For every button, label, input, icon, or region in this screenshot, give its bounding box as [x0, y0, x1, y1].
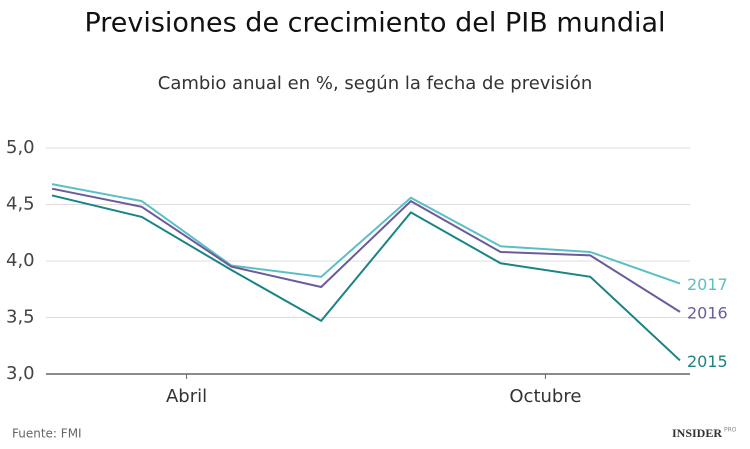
y-tick-label: 4,5: [6, 194, 35, 215]
series-label: 2016: [687, 303, 728, 322]
y-tick-label: 5,0: [6, 137, 35, 158]
y-tick-label: 3,5: [6, 307, 35, 328]
chart-title: Previsiones de crecimiento del PIB mundi…: [84, 8, 665, 39]
x-tick-label: Abril: [166, 386, 207, 407]
series-line: [51, 187, 681, 313]
series-line: [51, 183, 681, 285]
brand-tag: PRO: [724, 427, 737, 434]
x-tick-label: Octubre: [509, 386, 581, 407]
series-label: 2015: [687, 352, 728, 371]
series-line: [51, 194, 681, 362]
source: Fuente: FMI: [12, 427, 82, 441]
y-tick-label: 3,0: [6, 363, 35, 384]
series-label: 2017: [687, 275, 728, 294]
brand: INSIDER: [672, 426, 722, 440]
y-tick-label: 4,0: [6, 250, 35, 271]
chart-subtitle: Cambio anual en %, según la fecha de pre…: [158, 73, 592, 94]
